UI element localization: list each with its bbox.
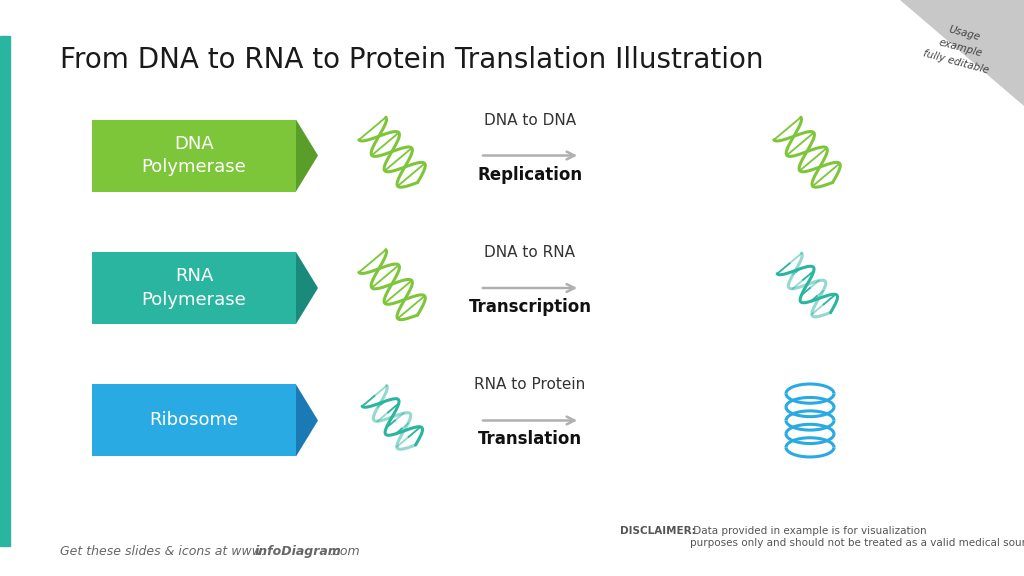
Bar	[92, 120, 296, 191]
Text: Translation: Translation	[478, 430, 582, 449]
Polygon shape	[296, 252, 318, 324]
Bar	[92, 385, 296, 456]
Text: Usage
example
fully editable: Usage example fully editable	[923, 20, 997, 76]
Text: .com: .com	[329, 545, 359, 558]
Polygon shape	[820, 0, 1024, 106]
Text: Get these slides & icons at www.: Get these slides & icons at www.	[60, 545, 265, 558]
Text: DNA
Polymerase: DNA Polymerase	[141, 135, 247, 176]
Polygon shape	[296, 385, 318, 456]
Text: DISCLAIMER:: DISCLAIMER:	[620, 526, 695, 536]
Text: From DNA to RNA to Protein Translation Illustration: From DNA to RNA to Protein Translation I…	[60, 46, 764, 74]
Bar	[0, 36, 10, 546]
Polygon shape	[296, 120, 318, 191]
Text: infoDiagram: infoDiagram	[255, 545, 342, 558]
Text: DNA to RNA: DNA to RNA	[484, 245, 575, 260]
Text: RNA
Polymerase: RNA Polymerase	[141, 267, 247, 309]
Text: Transcription: Transcription	[469, 298, 592, 316]
Text: RNA to Protein: RNA to Protein	[474, 377, 586, 392]
Text: Data provided in example is for visualization
purposes only and should not be tr: Data provided in example is for visualiz…	[690, 526, 1024, 548]
Text: DNA to DNA: DNA to DNA	[484, 112, 577, 127]
Bar	[92, 252, 296, 324]
Text: Replication: Replication	[477, 165, 583, 184]
Text: Ribosome: Ribosome	[150, 411, 239, 430]
